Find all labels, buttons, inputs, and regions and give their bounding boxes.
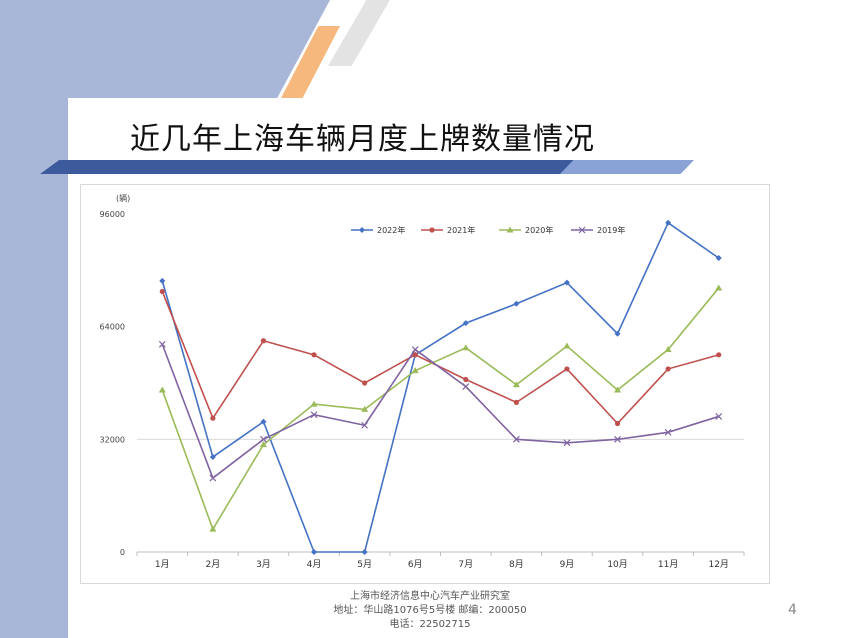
data-point-2020年	[462, 344, 470, 351]
x-tick-label: 7月	[458, 559, 473, 570]
data-point-2020年	[411, 367, 419, 374]
data-point-2022年	[311, 549, 318, 555]
series-line-2019年	[161, 343, 719, 480]
chart-frame: 0 32000 64000 96000 (辆) 1月 2月 3月 4月 5月 6月 7月 8月 9月 10月…	[80, 184, 770, 584]
series-line-2021年	[161, 291, 719, 425]
x-tick-label: 3月	[256, 559, 271, 570]
data-point-2021年	[362, 380, 368, 386]
y-tick-label: 0	[120, 548, 125, 557]
x-tick-label: 12月	[708, 559, 728, 570]
legend-label: 2022年	[377, 225, 405, 235]
legend-label: 2019年	[597, 225, 625, 235]
data-point-2022年	[513, 300, 520, 307]
line-chart: 0 32000 64000 96000 (辆) 1月 2月 3月 4月 5月 6月 7月 8月 9月 10月…	[100, 193, 745, 570]
data-point-2021年	[412, 352, 418, 358]
data-point-2021年	[159, 288, 165, 295]
y-unit-label: (辆)	[116, 193, 130, 203]
data-point-2021年	[463, 376, 469, 383]
data-point-2019年	[209, 474, 217, 482]
data-point-2021年	[260, 338, 267, 344]
data-point-2022年	[209, 453, 216, 460]
data-point-2019年	[310, 411, 318, 419]
data-point-2019年	[361, 421, 369, 429]
left-decor-band	[0, 0, 68, 638]
data-point-2020年	[209, 525, 217, 532]
title-underline-accent	[560, 160, 694, 174]
data-point-2022年	[715, 255, 722, 262]
data-point-2021年	[210, 415, 216, 421]
data-point-2020年	[259, 441, 267, 448]
data-point-2022年	[665, 219, 672, 226]
x-tick-label: 10月	[607, 559, 627, 570]
data-point-2019年	[411, 346, 419, 353]
data-point-2020年	[715, 284, 723, 291]
page-number: 4	[788, 602, 797, 618]
data-point-2020年	[512, 381, 520, 388]
x-tick-label: 6月	[408, 559, 423, 570]
series-line-2022年	[161, 221, 720, 553]
data-point-2019年	[614, 435, 621, 443]
data-point-2022年	[614, 330, 621, 337]
legend-marker-2020年	[506, 226, 514, 233]
title-underline-bar	[40, 160, 680, 174]
legend-label: 2020年	[525, 225, 553, 235]
data-point-2022年	[159, 277, 166, 284]
data-point-2019年	[715, 413, 723, 420]
x-tick-label: 11月	[658, 559, 678, 570]
data-point-2022年	[563, 279, 570, 286]
y-tick-label: 64000	[100, 323, 125, 332]
footer-address: 地址：华山路1076号5号楼 邮编：200050	[333, 605, 527, 616]
data-point-2021年	[665, 366, 671, 372]
data-point-2021年	[614, 420, 621, 427]
data-point-2020年	[310, 400, 318, 407]
y-tick-label: 96000	[100, 210, 125, 219]
data-point-2021年	[513, 399, 519, 405]
data-point-2019年	[664, 428, 672, 436]
data-point-2019年	[260, 435, 267, 443]
data-point-2022年	[260, 418, 267, 425]
footer: 上海市经济信息中心汽车产业研究室 地址：华山路1076号5号楼 邮编：20005…	[300, 590, 560, 632]
page-title: 近几年上海车辆月度上牌数量情况	[130, 122, 595, 157]
x-tick-label: 9月	[560, 559, 575, 570]
data-point-2020年	[158, 386, 166, 393]
legend-label: 2021年	[447, 225, 475, 235]
data-point-2019年	[563, 439, 571, 447]
data-point-2020年	[664, 346, 672, 353]
legend-marker-2022年	[359, 227, 365, 233]
data-point-2019年	[158, 340, 166, 348]
x-tick-label: 1月	[155, 559, 170, 570]
data-point-2021年	[311, 352, 317, 358]
data-point-2019年	[512, 435, 520, 443]
data-point-2021年	[716, 352, 722, 358]
data-point-2019年	[462, 383, 470, 390]
top-decor-band	[0, 0, 330, 98]
legend-marker-2021年	[429, 227, 435, 233]
x-tick-label: 2月	[206, 559, 221, 570]
data-point-2022年	[462, 320, 469, 327]
footer-org: 上海市经济信息中心汽车产业研究室	[350, 591, 510, 602]
y-tick-label: 32000	[100, 435, 125, 444]
data-point-2020年	[563, 342, 571, 349]
data-point-2020年	[361, 405, 369, 412]
footer-phone: 电话：22502715	[389, 619, 471, 630]
series-line-2020年	[161, 287, 720, 531]
data-point-2020年	[614, 386, 622, 393]
gray-accent-stripe	[328, 0, 390, 66]
legend-marker-2019年	[578, 226, 586, 234]
x-tick-label: 8月	[509, 559, 524, 570]
x-tick-label: 4月	[307, 559, 322, 570]
x-tick-label: 5月	[357, 559, 372, 570]
data-point-2022年	[361, 549, 368, 555]
data-point-2021年	[564, 366, 570, 372]
